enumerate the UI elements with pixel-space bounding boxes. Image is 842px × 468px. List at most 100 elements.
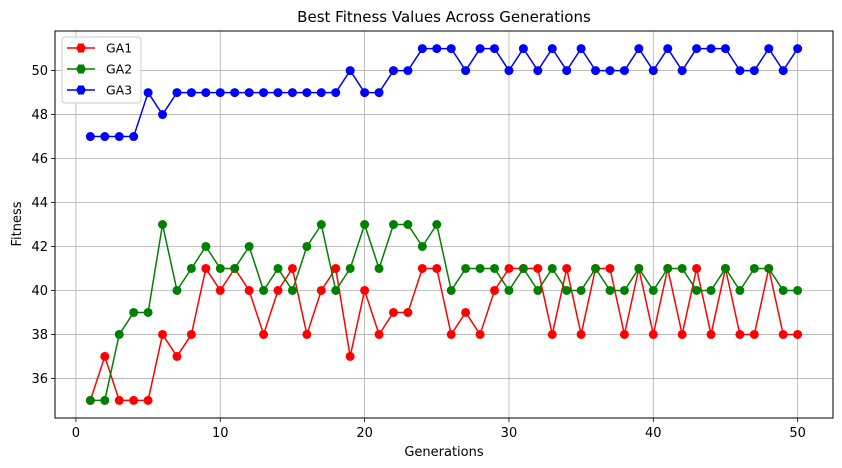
ga2-point — [605, 285, 615, 295]
ga2-point — [648, 285, 658, 295]
ga1-point — [461, 307, 471, 317]
ga3-point — [287, 88, 297, 98]
ga3-point — [85, 132, 95, 142]
ga1-point — [331, 263, 341, 273]
ga2-point — [186, 263, 196, 273]
ga1-point — [619, 329, 629, 339]
legend-label: GA1 — [106, 41, 132, 56]
ga1-point — [403, 307, 413, 317]
ga2-point — [562, 285, 572, 295]
y-tick-label: 40 — [31, 284, 48, 299]
ga2-point — [388, 220, 398, 229]
ga1-point — [648, 329, 658, 339]
legend-item-ga1: GA1 — [67, 41, 132, 56]
ga1-point — [273, 285, 283, 295]
ga1-point — [504, 263, 514, 273]
ga1-point — [735, 329, 745, 339]
ga1-point — [244, 285, 254, 295]
ga3-point — [388, 66, 398, 76]
ga2-point — [663, 263, 673, 273]
ga1-point — [417, 263, 427, 273]
ga1-point — [215, 285, 225, 295]
ga2-point — [533, 285, 543, 295]
ga1-point — [143, 395, 153, 405]
y-axis-label: Fitness — [10, 201, 25, 246]
ga1-point — [605, 263, 615, 273]
y-tick-label: 42 — [31, 240, 48, 255]
ga3-point — [533, 66, 543, 76]
ga1-point — [749, 329, 759, 339]
ga1-point — [475, 329, 485, 339]
y-tick-label: 50 — [31, 64, 48, 79]
ga1-point — [172, 351, 182, 361]
ga3-point — [331, 88, 341, 98]
legend-item-ga3: GA3 — [67, 83, 132, 98]
ga2-point — [547, 263, 557, 273]
ga3-point — [605, 66, 615, 76]
ga3-point — [273, 88, 283, 98]
ga3-point — [259, 88, 269, 98]
y-tick-label: 38 — [31, 328, 48, 343]
ga2-point — [576, 285, 586, 295]
ga3-point — [663, 44, 673, 54]
ga2-point — [287, 285, 297, 295]
ga2-point — [764, 263, 774, 273]
ga1-point — [259, 329, 269, 339]
ga3-point — [619, 66, 629, 76]
ga3-point — [591, 66, 601, 76]
plot-frame — [54, 30, 834, 419]
ga2-point — [244, 241, 254, 251]
y-tick-label: 44 — [31, 196, 48, 211]
ga3-point — [432, 44, 442, 54]
ga3-point — [634, 44, 644, 54]
x-tick-label: 0 — [72, 426, 80, 441]
ga3-point — [793, 44, 803, 54]
ga2-point — [403, 220, 413, 229]
series-ga3 — [85, 44, 803, 142]
legend-marker — [76, 64, 86, 74]
ga2-point — [114, 329, 124, 339]
ga3-point — [706, 44, 716, 54]
ga3-point — [302, 88, 312, 98]
ga3-point — [562, 66, 572, 76]
legend: GA1 GA2 GA3 — [61, 36, 142, 104]
ga3-point — [576, 44, 586, 54]
ga3-point — [764, 44, 774, 54]
x-axis-label: Generations — [404, 445, 484, 460]
ga2-point — [504, 285, 514, 295]
ga3-point — [403, 66, 413, 76]
ga1-point — [562, 263, 572, 273]
ga2-point — [490, 263, 500, 273]
ga3-point — [129, 132, 139, 142]
ga3-point — [720, 44, 730, 54]
ga1-point — [490, 285, 500, 295]
ga3-point — [374, 88, 384, 98]
ga1-point — [576, 329, 586, 339]
ga3-point — [114, 132, 124, 142]
ga2-point — [85, 395, 95, 405]
ga2-point — [158, 220, 168, 229]
ga2-point — [417, 241, 427, 251]
ga3-point — [100, 132, 110, 142]
ga1-point — [316, 285, 326, 295]
ga1-point — [158, 329, 168, 339]
ga3-point — [778, 66, 788, 76]
ga2-point — [259, 285, 269, 295]
ga2-point — [331, 285, 341, 295]
ga3-point — [417, 44, 427, 54]
ga2-point — [143, 307, 153, 317]
ga2-point — [692, 285, 702, 295]
ga1-point — [114, 395, 124, 405]
ga2-point — [172, 285, 182, 295]
ga2-point — [215, 263, 225, 273]
ga3-point — [158, 110, 168, 120]
y-tick-label: 48 — [31, 108, 48, 123]
ga3-point — [316, 88, 326, 98]
ga2-point — [374, 263, 384, 273]
ga2-point — [735, 285, 745, 295]
ga1-point — [345, 351, 355, 361]
ga2-point — [518, 263, 528, 273]
ga2-point — [677, 263, 687, 273]
ga2-point — [591, 263, 601, 273]
